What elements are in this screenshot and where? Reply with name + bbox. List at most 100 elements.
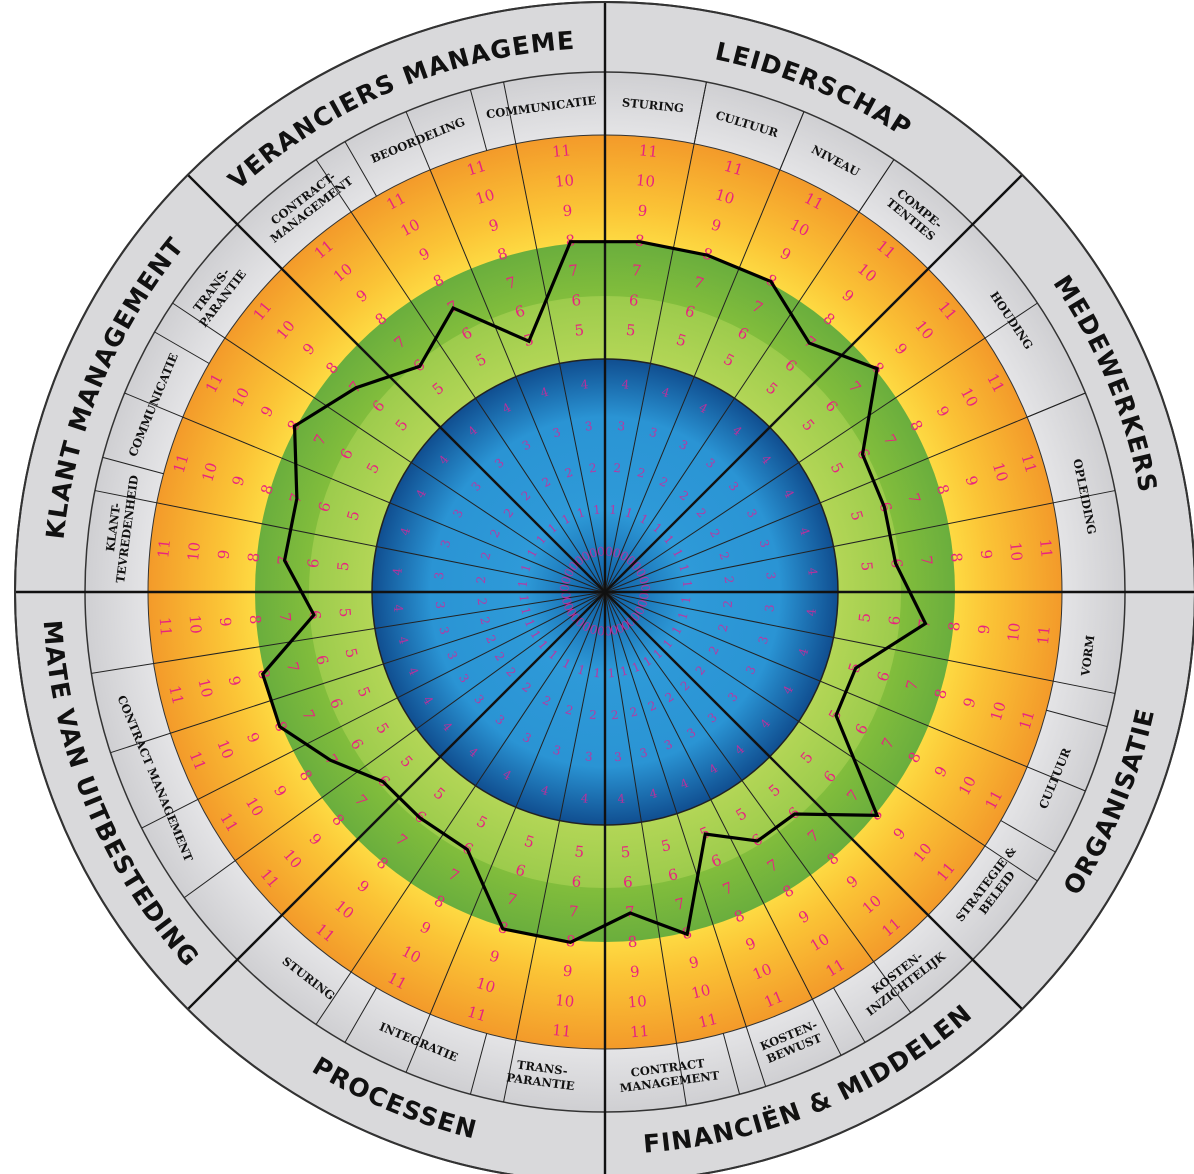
core-tick: 0 bbox=[609, 623, 620, 638]
spoke-line bbox=[184, 591, 606, 899]
core-tick: 0 bbox=[597, 544, 606, 559]
scale-tick: 6 bbox=[312, 653, 332, 666]
scale-tick: 11 bbox=[156, 616, 175, 636]
sub-divider bbox=[1046, 709, 1108, 728]
scale-tick: 10 bbox=[473, 185, 496, 208]
scale-tick: 5 bbox=[857, 561, 876, 572]
sub-divider bbox=[344, 141, 377, 197]
core-tick: 0 bbox=[604, 544, 613, 559]
scale-tick: 5 bbox=[334, 561, 353, 572]
sub-domain-label: TRANS- bbox=[516, 1058, 569, 1079]
core-tick: 0 bbox=[588, 622, 599, 638]
core-tick: 4 bbox=[580, 791, 589, 806]
scale-tick: 10 bbox=[554, 991, 575, 1011]
core-tick: 2 bbox=[474, 575, 489, 584]
spoke-line bbox=[604, 591, 767, 1087]
scale-tick: 9 bbox=[562, 201, 573, 220]
category-divider bbox=[186, 591, 606, 1011]
core-tick: 3 bbox=[432, 571, 447, 580]
core-tick: 2 bbox=[722, 575, 737, 584]
core-tick: 1 bbox=[676, 562, 692, 573]
scale-tick: 6 bbox=[666, 865, 679, 885]
scale-tick: 10 bbox=[1006, 541, 1026, 562]
core-tick: 0 bbox=[558, 575, 574, 586]
core-tick: 0 bbox=[636, 575, 652, 586]
core-tick: 2 bbox=[716, 550, 732, 561]
core-tick: 0 bbox=[597, 624, 606, 639]
spoke-line bbox=[91, 591, 606, 674]
core-tick: 1 bbox=[516, 594, 531, 603]
scale-tick: 5 bbox=[574, 321, 585, 340]
scale-tick: 6 bbox=[304, 558, 323, 569]
sub-divider bbox=[858, 159, 895, 213]
category-divider bbox=[604, 173, 1024, 593]
outer-ring-border bbox=[14, 1, 1194, 1174]
core-tick: 4 bbox=[617, 792, 626, 807]
spoke-line bbox=[315, 159, 606, 593]
core-tick: 3 bbox=[551, 425, 562, 441]
spoke-line bbox=[604, 159, 895, 593]
core-tick: 2 bbox=[588, 708, 597, 723]
spoke-line bbox=[604, 591, 842, 1056]
scale-tick: 9 bbox=[216, 616, 235, 627]
core-tick: 3 bbox=[584, 419, 593, 434]
sub-divider bbox=[693, 81, 707, 144]
spoke-line bbox=[405, 111, 606, 593]
sub-divider bbox=[469, 1033, 488, 1095]
core-tick: 2 bbox=[563, 702, 574, 718]
core-tick: 0 bbox=[559, 596, 574, 607]
scale-tick: 6 bbox=[885, 615, 904, 626]
core-tick: 0 bbox=[588, 545, 599, 561]
scale-tick: 11 bbox=[1036, 538, 1056, 559]
scale-tick: 11 bbox=[170, 452, 193, 475]
core-tick: 3 bbox=[436, 625, 451, 636]
scale-tick: 11 bbox=[1034, 625, 1054, 646]
spoke-line bbox=[141, 591, 606, 829]
scale-tick: 6 bbox=[571, 872, 582, 891]
sub-divider bbox=[102, 456, 164, 475]
scale-tick: 11 bbox=[629, 1022, 649, 1041]
scale-tick: 6 bbox=[571, 291, 582, 310]
core-tick: 4 bbox=[648, 786, 659, 801]
scale-tick: 10 bbox=[627, 992, 647, 1011]
spoke-line bbox=[604, 591, 1116, 694]
scale-tick: 10 bbox=[213, 737, 237, 762]
sub-divider bbox=[1000, 820, 1056, 853]
core-tick: 4 bbox=[660, 385, 672, 401]
sub-divider bbox=[344, 987, 377, 1043]
scale-tick: 11 bbox=[186, 748, 210, 773]
spoke-line bbox=[604, 591, 687, 1106]
scale-tick: 10 bbox=[690, 981, 713, 1003]
core-tick: 1 bbox=[607, 666, 616, 681]
scale-tick: 11 bbox=[722, 157, 745, 180]
scale-tick: 9 bbox=[214, 549, 233, 560]
spoke-line bbox=[503, 591, 606, 1103]
core-tick: 1 bbox=[593, 666, 602, 681]
spoke-line bbox=[604, 111, 805, 593]
scale-tick: 6 bbox=[622, 873, 633, 892]
core-tick: 2 bbox=[588, 461, 597, 476]
core-tick: 3 bbox=[762, 604, 777, 613]
spoke-line bbox=[604, 81, 707, 593]
core-tick: 3 bbox=[438, 538, 454, 549]
scale-tick: 5 bbox=[625, 321, 636, 340]
scale-tick: 10 bbox=[198, 460, 221, 483]
spoke-line bbox=[503, 81, 606, 593]
core-tick: 1 bbox=[516, 579, 531, 588]
spoke-line bbox=[94, 490, 606, 593]
core-tick: 3 bbox=[614, 750, 623, 765]
scale-tick: 5 bbox=[341, 646, 361, 659]
scale-tick: 11 bbox=[1016, 708, 1039, 731]
core-tick: 3 bbox=[763, 571, 778, 580]
scale-tick: 6 bbox=[628, 291, 639, 310]
core-tick: 0 bbox=[604, 624, 613, 639]
scale-tick: 9 bbox=[975, 624, 994, 635]
scale-tick: 10 bbox=[713, 185, 736, 208]
core-tick: 2 bbox=[478, 550, 494, 561]
scale-tick: 10 bbox=[184, 541, 204, 562]
sub-domain-label: STURING bbox=[621, 95, 684, 115]
scale-tick: 9 bbox=[977, 549, 996, 560]
core-tick: 2 bbox=[613, 461, 622, 476]
spoke-line bbox=[604, 490, 1116, 593]
core-tick: 4 bbox=[539, 783, 551, 799]
